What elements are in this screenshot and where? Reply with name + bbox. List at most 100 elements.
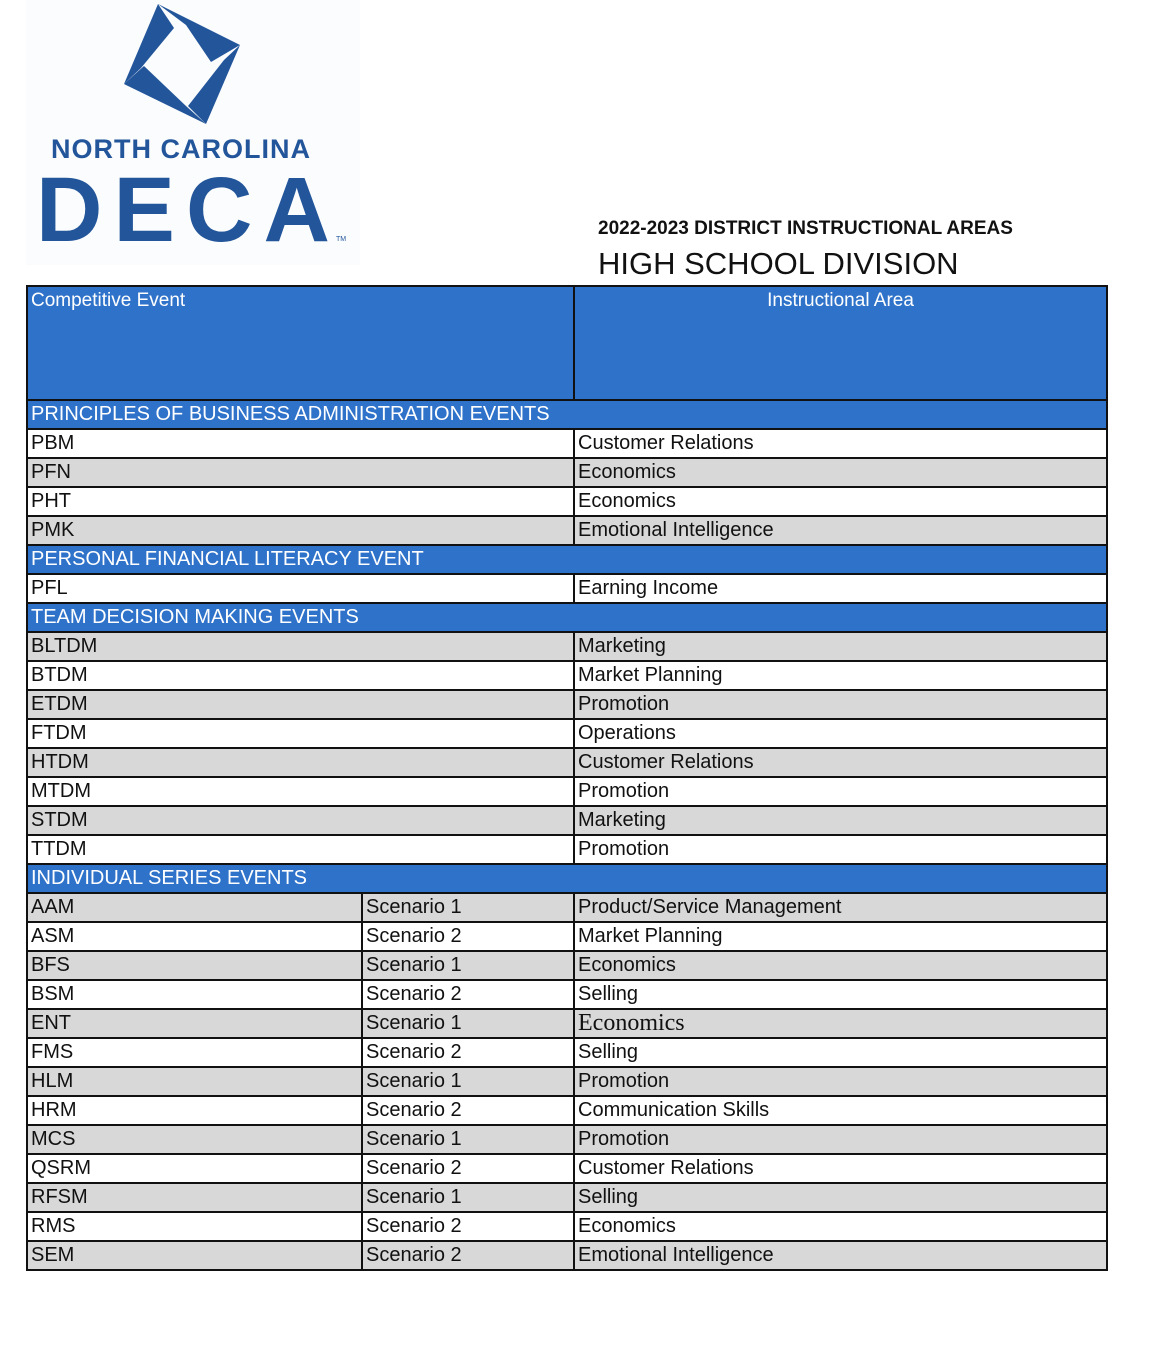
scenario-cell: Scenario 2	[361, 1153, 575, 1184]
event-code-cell: RFSM	[26, 1182, 363, 1213]
section-title: PERSONAL FINANCIAL LITERACY EVENT	[27, 544, 1107, 575]
event-code-cell: MTDM	[26, 776, 575, 807]
table-header-row: Competitive Event Instructional Area	[26, 285, 1108, 401]
event-code-cell: TTDM	[26, 834, 575, 865]
event-code-cell: PBM	[26, 428, 575, 459]
instructional-area-cell: Promotion	[573, 1124, 1108, 1155]
event-code-cell: ENT	[26, 1008, 363, 1039]
nc-deca-logo: NORTH CAROLINA DECA TM	[26, 0, 360, 265]
table-row: ASM Scenario 2 Market Planning	[26, 921, 1108, 952]
logo-line2: DECA	[36, 159, 332, 261]
table-row: ETDM Promotion	[26, 689, 1108, 720]
event-code-cell: BFS	[26, 950, 363, 981]
instructional-area-cell: Earning Income	[573, 573, 1108, 604]
scenario-cell: Scenario 1	[361, 1182, 575, 1213]
event-code-cell: STDM	[26, 805, 575, 836]
event-code-cell: HLM	[26, 1066, 363, 1097]
table-row: HLM Scenario 1 Promotion	[26, 1066, 1108, 1097]
table-row: PBM Customer Relations	[26, 428, 1108, 459]
scenario-cell: Scenario 2	[361, 1211, 575, 1242]
event-code-cell: SEM	[26, 1240, 363, 1271]
section-header-row: PRINCIPLES OF BUSINESS ADMINISTRATION EV…	[27, 399, 1107, 430]
event-code-cell: FMS	[26, 1037, 363, 1068]
section-header-row: PERSONAL FINANCIAL LITERACY EVENT	[27, 544, 1107, 575]
table-row: HTDM Customer Relations	[26, 747, 1108, 778]
instructional-area-cell: Operations	[573, 718, 1108, 749]
table-row: BSM Scenario 2 Selling	[26, 979, 1108, 1010]
table-row: TTDM Promotion	[26, 834, 1108, 865]
event-code-cell: QSRM	[26, 1153, 363, 1184]
instructional-area-cell: Economics	[573, 1008, 1108, 1039]
instructional-area-cell: Customer Relations	[573, 747, 1108, 778]
table-row: STDM Marketing	[26, 805, 1108, 836]
table-row: QSRM Scenario 2 Customer Relations	[26, 1153, 1108, 1184]
instructional-area-cell: Promotion	[573, 834, 1108, 865]
table-row: ENT Scenario 1 Economics	[26, 1008, 1108, 1039]
instructional-area-cell: Promotion	[573, 689, 1108, 720]
event-code-cell: ETDM	[26, 689, 575, 720]
event-code-cell: ASM	[26, 921, 363, 952]
table-row: MCS Scenario 1 Promotion	[26, 1124, 1108, 1155]
table-row: PHT Economics	[26, 486, 1108, 517]
logo-tm: TM	[336, 236, 346, 243]
section-title: TEAM DECISION MAKING EVENTS	[27, 602, 1107, 633]
table-row: HRM Scenario 2 Communication Skills	[26, 1095, 1108, 1126]
instructional-area-cell: Selling	[573, 979, 1108, 1010]
scenario-cell: Scenario 1	[361, 950, 575, 981]
table-row: FMS Scenario 2 Selling	[26, 1037, 1108, 1068]
section-header-row: INDIVIDUAL SERIES EVENTS	[27, 863, 1107, 894]
instructional-area-cell: Market Planning	[573, 660, 1108, 691]
header-competitive-event: Competitive Event	[26, 285, 575, 401]
table-row: BLTDM Marketing	[26, 631, 1108, 662]
header-instructional-area: Instructional Area	[573, 285, 1108, 401]
instructional-area-cell: Communication Skills	[573, 1095, 1108, 1126]
table-row: BTDM Market Planning	[26, 660, 1108, 691]
instructional-areas-table: Competitive Event Instructional Area PRI…	[26, 285, 1108, 1271]
table-row: RMS Scenario 2 Economics	[26, 1211, 1108, 1242]
instructional-area-cell: Product/Service Management	[573, 892, 1108, 923]
event-code-cell: PFN	[26, 457, 575, 488]
deca-diamond-logo-icon: NORTH CAROLINA DECA TM	[36, 4, 346, 261]
scenario-cell: Scenario 2	[361, 979, 575, 1010]
section-title: INDIVIDUAL SERIES EVENTS	[27, 863, 1107, 894]
instructional-area-cell: Marketing	[573, 805, 1108, 836]
scenario-cell: Scenario 1	[361, 1008, 575, 1039]
instructional-area-cell: Promotion	[573, 1066, 1108, 1097]
event-code-cell: BSM	[26, 979, 363, 1010]
event-code-cell: HTDM	[26, 747, 575, 778]
event-code-cell: BTDM	[26, 660, 575, 691]
instructional-area-cell: Selling	[573, 1182, 1108, 1213]
instructional-area-cell: Customer Relations	[573, 1153, 1108, 1184]
instructional-area-cell: Economics	[573, 457, 1108, 488]
scenario-cell: Scenario 1	[361, 1066, 575, 1097]
event-code-cell: PHT	[26, 486, 575, 517]
document-title: 2022-2023 DISTRICT INSTRUCTIONAL AREAS	[598, 218, 1013, 239]
event-code-cell: AAM	[26, 892, 363, 923]
event-code-cell: HRM	[26, 1095, 363, 1126]
instructional-area-cell: Promotion	[573, 776, 1108, 807]
event-code-cell: RMS	[26, 1211, 363, 1242]
table-row: BFS Scenario 1 Economics	[26, 950, 1108, 981]
scenario-cell: Scenario 1	[361, 892, 575, 923]
instructional-area-cell: Marketing	[573, 631, 1108, 662]
scenario-cell: Scenario 2	[361, 1240, 575, 1271]
table-row: PMK Emotional Intelligence	[26, 515, 1108, 546]
table-row: MTDM Promotion	[26, 776, 1108, 807]
event-code-cell: FTDM	[26, 718, 575, 749]
scenario-cell: Scenario 2	[361, 1095, 575, 1126]
document-subtitle: HIGH SCHOOL DIVISION	[598, 246, 959, 281]
section-title: PRINCIPLES OF BUSINESS ADMINISTRATION EV…	[27, 399, 1107, 430]
instructional-area-cell: Economics	[573, 950, 1108, 981]
instructional-area-cell: Economics	[573, 486, 1108, 517]
scenario-cell: Scenario 1	[361, 1124, 575, 1155]
instructional-area-cell: Selling	[573, 1037, 1108, 1068]
scenario-cell: Scenario 2	[361, 1037, 575, 1068]
event-code-cell: MCS	[26, 1124, 363, 1155]
logo-line1: NORTH CAROLINA	[51, 134, 311, 164]
table-row: PFN Economics	[26, 457, 1108, 488]
table-row: AAM Scenario 1 Product/Service Management	[26, 892, 1108, 923]
scenario-cell: Scenario 2	[361, 921, 575, 952]
event-code-cell: PFL	[26, 573, 575, 604]
event-code-cell: PMK	[26, 515, 575, 546]
event-code-cell: BLTDM	[26, 631, 575, 662]
